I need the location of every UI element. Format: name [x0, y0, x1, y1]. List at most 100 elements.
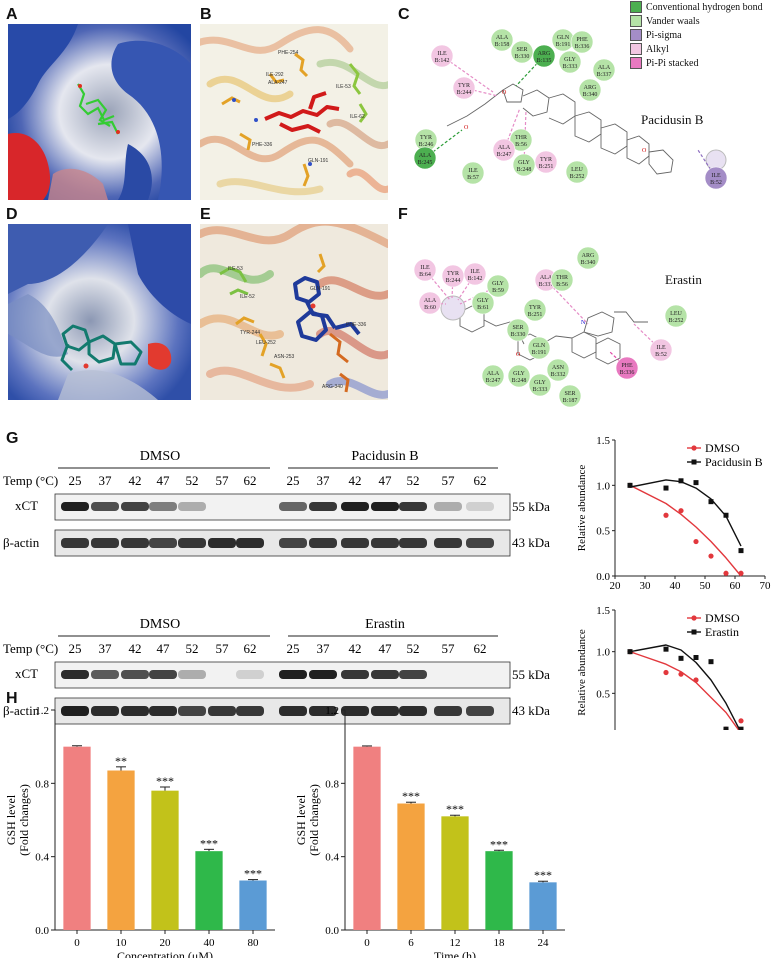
significance-label: *** [156, 774, 174, 788]
band-xct [149, 502, 177, 511]
temp-tick: 42 [349, 641, 362, 656]
residue-chain: B:251 [539, 164, 554, 170]
data-point [738, 570, 744, 576]
residue-chain: B:332 [551, 372, 566, 378]
y-tick-label: 1.0 [596, 480, 610, 492]
band-xct [61, 670, 89, 679]
residue-chain: B:330 [515, 54, 530, 60]
x-tick-label: 80 [248, 937, 260, 949]
residue-chain: B:248 [517, 167, 532, 173]
residue-name: GLN [557, 35, 570, 41]
data-point [663, 512, 669, 518]
legend-marker [691, 629, 697, 635]
data-point [663, 485, 669, 491]
temp-tick: 62 [474, 473, 487, 488]
residue-name: ARG [584, 85, 597, 91]
y-axis-label: GSH level [4, 794, 18, 845]
interaction-line [609, 351, 628, 369]
residue-chain: B:246 [419, 142, 434, 148]
bar [151, 790, 179, 930]
band-xct [371, 502, 399, 511]
legend-swatch [630, 57, 642, 69]
residue-name: GLY [492, 281, 504, 287]
row-label-actin: β-actin [3, 535, 40, 550]
band-xct [399, 502, 427, 511]
temp-tick: 25 [287, 473, 300, 488]
residue-label: ILE-53 [228, 266, 243, 272]
bar [353, 746, 381, 930]
y-tick-label: 0.0 [596, 571, 610, 583]
band-actin [208, 706, 236, 716]
data-point [693, 655, 699, 660]
row-label-xct: xCT [15, 666, 38, 681]
band-xct [91, 670, 119, 679]
y-axis-label: (Fold changes) [307, 784, 321, 856]
data-point [678, 508, 684, 514]
residue-name: SER [512, 325, 523, 331]
band-actin [236, 706, 264, 716]
data-point [708, 499, 714, 505]
band-actin [149, 538, 177, 548]
temp-tick: 25 [69, 473, 82, 488]
band-actin [309, 706, 337, 716]
svg-text:O: O [642, 148, 647, 154]
blot-group: DMSO Erastin Temp (°C) 25 37 42 47 52 57 62 25 37 42… [3, 617, 550, 725]
residue-name: LEU [571, 167, 583, 173]
x-tick-label: 50 [700, 580, 712, 592]
gsh-bar-chart: 0.0 0.4 0.8 1.2 GSH level (Fold changes) 0 ** 10… [4, 705, 275, 963]
data-point [693, 538, 699, 545]
band-xct [309, 502, 337, 511]
surface-image-a [8, 24, 191, 200]
residue-name: ARG [538, 51, 551, 57]
y-tick-label: 0.0 [325, 925, 339, 937]
band-xct [178, 502, 206, 511]
band-actin [341, 706, 369, 716]
temp-tick: 47 [157, 473, 171, 488]
residue-label: PHE-336 [252, 142, 273, 148]
x-tick-label: 40 [204, 937, 216, 949]
x-tick-label: 20 [610, 580, 622, 592]
legend-label: Pacidusin B [705, 455, 763, 469]
temp-tick: 42 [349, 473, 362, 488]
y-tick-label: 0.8 [35, 778, 49, 790]
data-point [738, 726, 744, 732]
bar [397, 803, 425, 930]
band-actin [434, 538, 462, 548]
temp-tick: 52 [186, 641, 199, 656]
legend-marker [691, 445, 697, 451]
residue-chain: B:244 [457, 90, 472, 96]
bar [529, 882, 557, 930]
residue-name: ILE [711, 173, 721, 179]
y-axis-label: GSH level [294, 794, 308, 845]
y-axis-label: Relative abundance [576, 629, 588, 716]
y-tick-label: 0.8 [325, 778, 339, 790]
band-actin [61, 538, 89, 548]
temp-tick: 52 [186, 473, 199, 488]
residue-chain: B:57 [467, 175, 479, 181]
residue-label: ILE-62 [350, 114, 365, 120]
y-tick-label: 1.5 [596, 605, 610, 617]
band-xct [279, 670, 307, 679]
residue-name: GLY [513, 371, 525, 377]
temp-tick: 37 [99, 641, 113, 656]
kda-label: 55 kDa [512, 499, 550, 514]
group-label: Pacidusin B [351, 449, 418, 464]
temp-tick: 57 [216, 641, 230, 656]
band-xct [371, 670, 399, 679]
legend-entry: Alkyl [630, 42, 763, 56]
residue-chain: B:336 [575, 44, 590, 50]
residue-name: ALA [498, 145, 511, 151]
x-tick-label: 18 [494, 937, 506, 949]
residue-label: ASN-253 [274, 354, 295, 360]
